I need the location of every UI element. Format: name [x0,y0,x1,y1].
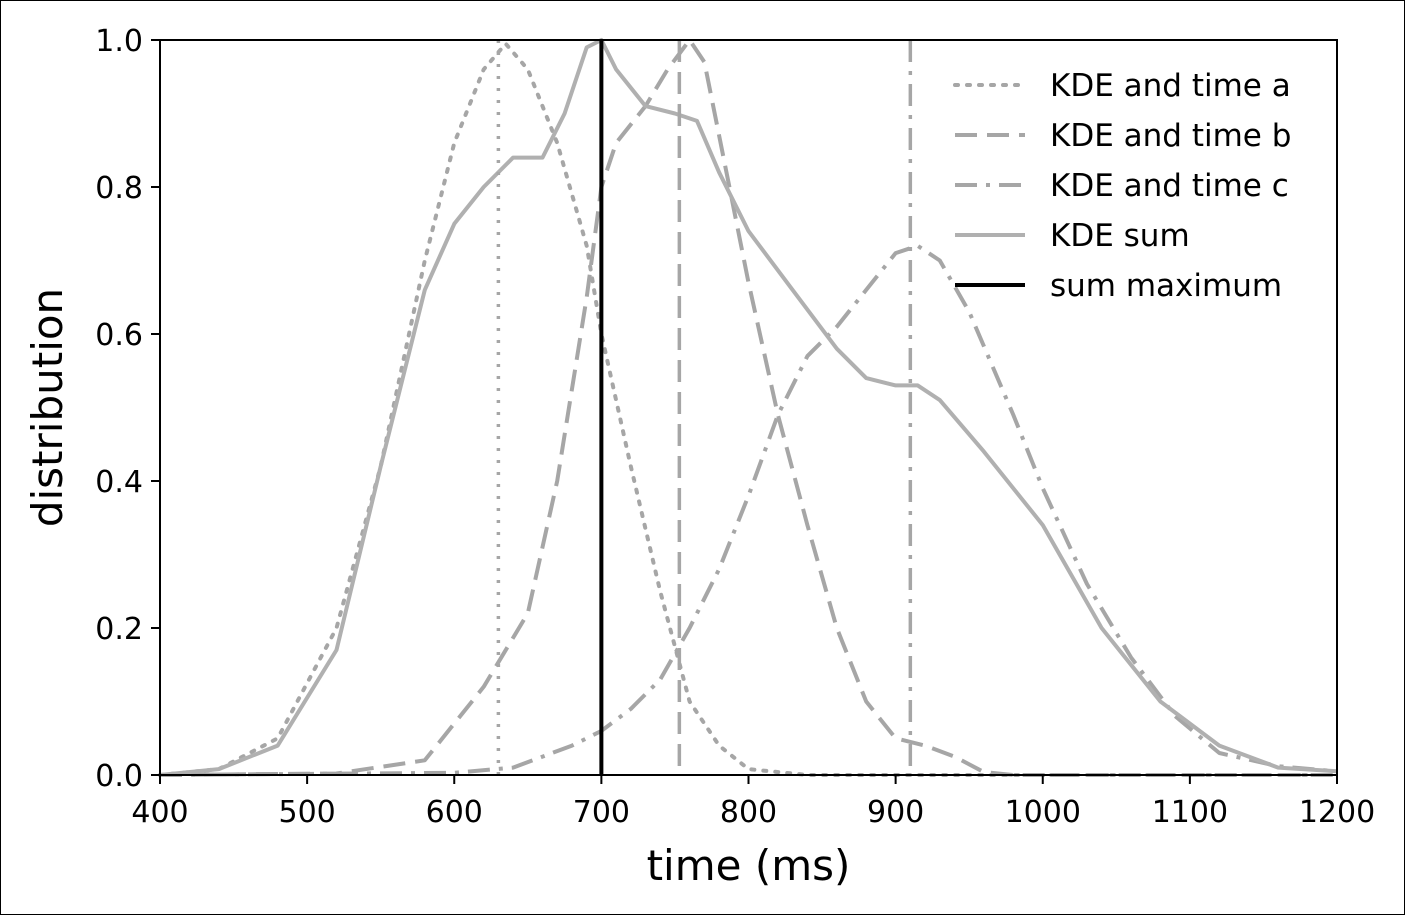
y-tick-label: 0.2 [95,612,143,647]
x-tick-label: 1200 [1299,795,1375,830]
legend-label-sum-maximum: sum maximum [1050,268,1282,304]
x-axis-label: time (ms) [647,841,851,890]
x-tick-label: 1000 [1005,795,1081,830]
y-tick-label: 0.8 [95,171,143,206]
ticks-layer: 400 500 600 700 800 900 1000 1100 1200 0.0 0.2 0.4 0… [95,24,1375,830]
x-tick-label: 500 [278,795,335,830]
x-tick-label: 700 [573,795,630,830]
legend-label-kde-and-time-c: KDE and time c [1050,168,1289,204]
y-tick-label: 0.0 [95,759,143,794]
x-tick-label: 1100 [1152,795,1228,830]
series-line-kde-sum [159,38,1338,777]
x-tick-label: 800 [720,795,777,830]
y-tick-label: 0.6 [95,318,143,353]
x-tick-label: 400 [131,795,188,830]
y-axis-label: distribution [23,288,72,527]
legend: KDE and time a KDE and time b KDE and time… [953,68,1291,304]
x-tick-label: 600 [426,795,483,830]
data-layer [158,38,1339,777]
series-line-kde-and-time-a [158,41,1339,777]
x-tick-label: 900 [867,795,924,830]
series-line-kde-and-time-c [159,243,1338,777]
legend-label-kde-sum: KDE sum [1050,218,1190,254]
legend-label-kde-and-time-a: KDE and time a [1050,68,1291,104]
legend-label-kde-and-time-b: KDE and time b [1050,118,1291,154]
y-tick-label: 1.0 [95,24,143,59]
y-tick-label: 0.4 [95,465,143,500]
